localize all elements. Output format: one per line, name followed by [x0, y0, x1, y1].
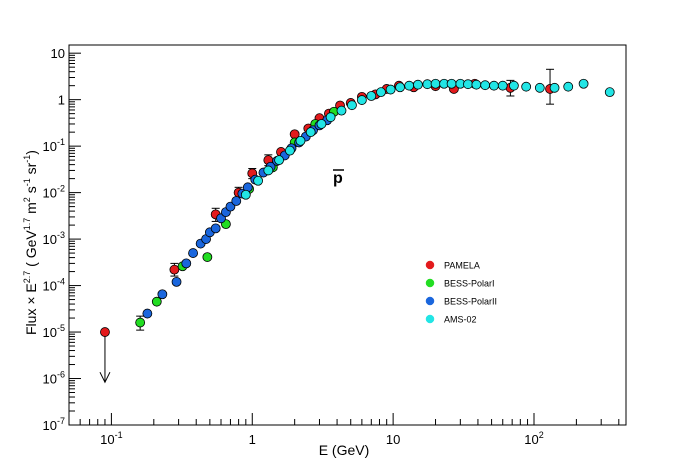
- data-point: [295, 135, 306, 146]
- particle-annotation: p: [333, 169, 344, 187]
- data-point: [385, 84, 396, 95]
- x-tick-label: 10: [386, 432, 400, 447]
- data-point: [471, 79, 482, 90]
- data-point: [356, 95, 367, 105]
- data-point: [336, 105, 347, 116]
- y-axis-title: Flux × E2.7 ( GeV1.7 m2 s-1 sr-1): [22, 150, 39, 335]
- data-point: [253, 175, 263, 186]
- data-point: [188, 248, 198, 258]
- data-point: [376, 87, 386, 98]
- data-point: [480, 80, 491, 91]
- data-point: [508, 80, 519, 91]
- data-point: [366, 91, 377, 101]
- legend-label-bess-polari: BESS-PolarI: [444, 279, 495, 289]
- y-tick-label: 10-4: [43, 277, 65, 294]
- data-point: [231, 196, 242, 206]
- data-point: [521, 81, 532, 92]
- x-tick-label: 102: [524, 430, 543, 447]
- data-point: [210, 223, 221, 234]
- upper-limit-arrowhead: [99, 371, 111, 384]
- legend-marker-bess-polari: [425, 278, 435, 288]
- x-axis-title: E (GeV): [319, 442, 370, 458]
- data-point: [274, 155, 284, 166]
- data-point: [181, 258, 192, 269]
- x-tick-label: 10-1: [100, 430, 122, 447]
- series-bess-polarii: [142, 115, 333, 319]
- data-point: [463, 79, 473, 90]
- plot-frame: [68, 44, 627, 426]
- x-tick-label: 1: [249, 432, 256, 447]
- data-point: [563, 81, 574, 92]
- y-tick-label: 10-7: [43, 416, 65, 433]
- legend-label-pamela: PAMELA: [444, 261, 480, 271]
- y-tick-label: 10-3: [43, 230, 65, 247]
- y-tick-label: 10-6: [43, 370, 65, 387]
- data-point: [171, 276, 182, 287]
- data-point: [225, 201, 236, 212]
- data-point: [142, 308, 153, 319]
- legend-marker-ams-02: [425, 314, 435, 324]
- data-point: [430, 78, 441, 89]
- data-point: [497, 80, 508, 91]
- data-point: [489, 80, 499, 91]
- legend: PAMELA BESS-PolarI BESS-PolarII AMS-02: [425, 260, 497, 325]
- data-point: [169, 264, 180, 275]
- data-point: [347, 100, 357, 111]
- data-point: [135, 317, 146, 328]
- data-point: [578, 78, 589, 89]
- data-point: [305, 127, 316, 138]
- legend-label-bess-polarii: BESS-PolarII: [444, 297, 497, 307]
- data-point: [100, 327, 110, 337]
- legend-label-ams-02: AMS-02: [444, 315, 477, 325]
- data-point: [202, 252, 213, 262]
- data-point: [604, 87, 615, 98]
- data-point: [240, 189, 251, 200]
- data-point: [157, 289, 168, 300]
- series-ams-02: [240, 78, 615, 200]
- data-point: [325, 112, 336, 123]
- legend-marker-pamela: [425, 260, 435, 270]
- y-tick-label: 10-1: [43, 137, 65, 154]
- particle-label: p: [333, 170, 343, 187]
- y-tick-label: 10-2: [43, 184, 65, 201]
- data-point: [413, 79, 423, 90]
- data-point: [549, 82, 560, 93]
- data-point: [534, 82, 545, 93]
- data-point: [446, 78, 457, 89]
- y-tick-label: 10-5: [43, 323, 65, 340]
- data-point: [284, 145, 295, 156]
- legend-marker-bess-polarii: [425, 296, 435, 306]
- data-point: [395, 82, 405, 93]
- data-point: [151, 296, 162, 307]
- y-tick-label: 1: [58, 93, 65, 108]
- data-point: [404, 80, 415, 91]
- data-point: [316, 119, 327, 129]
- data-point: [263, 165, 274, 176]
- y-tick-label: 10: [51, 46, 65, 61]
- data-point: [422, 79, 433, 90]
